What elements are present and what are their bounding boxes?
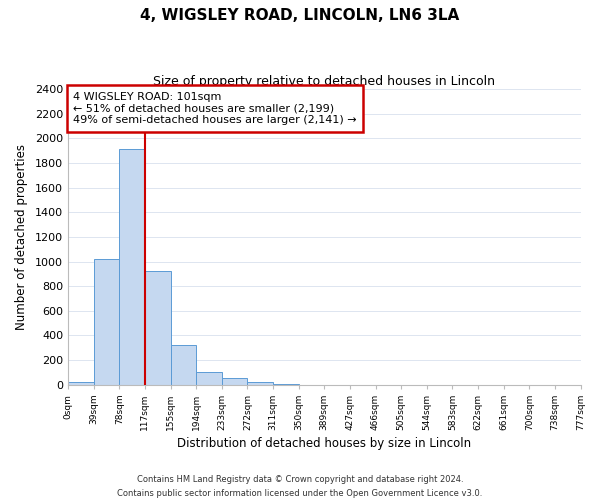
Bar bbox=[119, 150, 145, 384]
X-axis label: Distribution of detached houses by size in Lincoln: Distribution of detached houses by size … bbox=[177, 437, 472, 450]
Bar bbox=[196, 372, 222, 384]
Bar bbox=[247, 382, 273, 384]
Bar bbox=[170, 346, 196, 385]
Text: 4, WIGSLEY ROAD, LINCOLN, LN6 3LA: 4, WIGSLEY ROAD, LINCOLN, LN6 3LA bbox=[140, 8, 460, 22]
Bar bbox=[68, 382, 94, 384]
Text: Contains HM Land Registry data © Crown copyright and database right 2024.
Contai: Contains HM Land Registry data © Crown c… bbox=[118, 476, 482, 498]
Title: Size of property relative to detached houses in Lincoln: Size of property relative to detached ho… bbox=[153, 75, 495, 88]
Text: 4 WIGSLEY ROAD: 101sqm
← 51% of detached houses are smaller (2,199)
49% of semi-: 4 WIGSLEY ROAD: 101sqm ← 51% of detached… bbox=[73, 92, 357, 126]
Y-axis label: Number of detached properties: Number of detached properties bbox=[15, 144, 28, 330]
Bar bbox=[222, 378, 247, 384]
Bar bbox=[145, 272, 170, 384]
Bar bbox=[94, 259, 119, 384]
